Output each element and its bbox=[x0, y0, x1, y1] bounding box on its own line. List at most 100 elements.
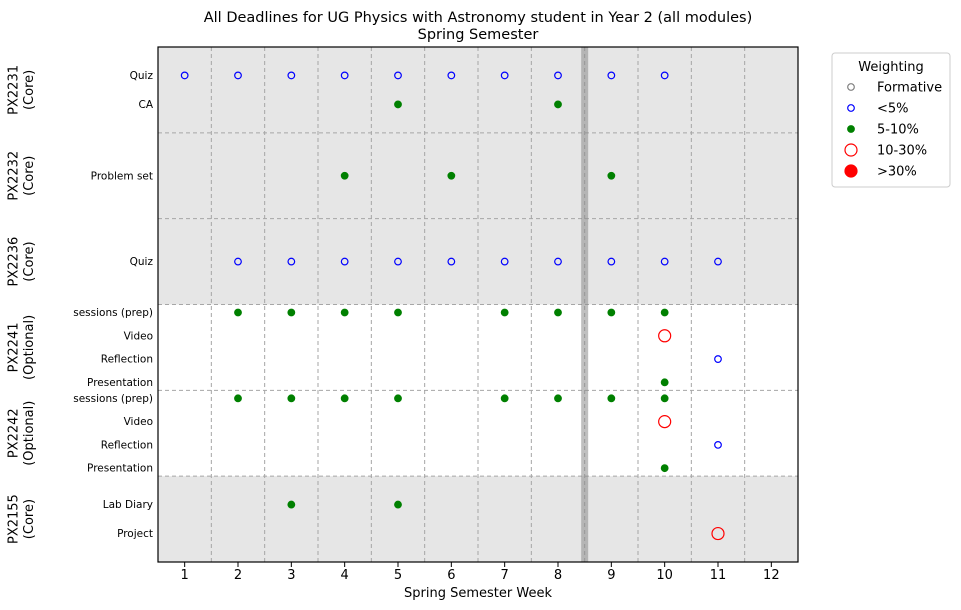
chart-title: All Deadlines for UG Physics with Astron… bbox=[204, 10, 753, 26]
x-tick-label: 5 bbox=[394, 568, 402, 583]
deadline-marker bbox=[554, 257, 562, 266]
deadline-marker bbox=[394, 308, 402, 317]
deadline-marker bbox=[394, 394, 402, 403]
assessment-label: Presentation bbox=[87, 463, 153, 475]
x-tick-label: 8 bbox=[554, 568, 562, 583]
module-label-px2236: PX2236(Core) bbox=[6, 237, 37, 287]
deadline-marker bbox=[660, 394, 669, 403]
deadline-markers bbox=[180, 71, 725, 541]
deadline-marker bbox=[714, 440, 722, 449]
x-tick-label: 1 bbox=[181, 568, 189, 583]
deadline-marker bbox=[340, 171, 349, 180]
assessment-label: Lab Diary bbox=[103, 499, 153, 511]
module-label-px2155: PX2155(Core) bbox=[6, 494, 37, 544]
deadline-marker bbox=[660, 257, 669, 266]
deadline-marker bbox=[607, 171, 616, 180]
legend-marker bbox=[847, 125, 855, 133]
deadline-marker bbox=[607, 394, 616, 403]
legend-entries: Formative <5% 5-10% 10-30% >30% bbox=[844, 81, 942, 180]
module-type: (Core) bbox=[22, 241, 37, 281]
module-type: (Optional) bbox=[22, 315, 37, 380]
x-tick-label: 6 bbox=[447, 568, 455, 583]
deadline-marker bbox=[287, 71, 296, 80]
x-tick-label: 3 bbox=[287, 568, 295, 583]
plot-frame bbox=[157, 46, 799, 563]
grid-lines bbox=[158, 47, 798, 562]
deadline-marker bbox=[447, 71, 456, 80]
legend-label: 10-30% bbox=[877, 144, 927, 159]
deadline-marker bbox=[554, 100, 562, 109]
legend-box bbox=[831, 52, 951, 188]
deadline-marker bbox=[340, 394, 349, 403]
assessment-label: Video bbox=[124, 330, 153, 342]
x-axis-ticks: 1 2 3 4 5 6 7 8 9 10 11 12 bbox=[181, 562, 780, 583]
deadline-marker bbox=[447, 257, 456, 266]
deadline-marker bbox=[234, 394, 242, 403]
legend-marker bbox=[847, 83, 855, 91]
deadline-marker bbox=[500, 257, 509, 266]
deadline-marker bbox=[660, 378, 669, 387]
deadline-marker bbox=[394, 500, 402, 509]
deadline-marker bbox=[340, 308, 349, 317]
legend-marker bbox=[844, 143, 858, 157]
deadline-marker bbox=[394, 100, 402, 109]
legend-marker bbox=[847, 104, 855, 112]
module-label-px2241: PX2241(Optional) bbox=[6, 315, 37, 380]
deadline-marker bbox=[447, 171, 456, 180]
x-axis-label: Spring Semester Week bbox=[404, 586, 552, 601]
x-tick-label: 9 bbox=[607, 568, 615, 583]
deadline-marker bbox=[234, 71, 242, 80]
module-code: PX2155 bbox=[6, 494, 21, 544]
legend-label: >30% bbox=[877, 165, 917, 180]
deadline-marker bbox=[234, 257, 242, 266]
deadline-marker bbox=[607, 71, 616, 80]
x-tick-label: 10 bbox=[656, 568, 673, 583]
module-code: PX2241 bbox=[6, 322, 21, 372]
deadline-marker bbox=[394, 71, 402, 80]
deadline-marker bbox=[287, 500, 296, 509]
assessment-label: Project bbox=[117, 528, 153, 540]
deadline-marker bbox=[287, 394, 296, 403]
module-code: PX2231 bbox=[6, 65, 21, 115]
deadline-marker bbox=[658, 329, 672, 343]
module-type: (Optional) bbox=[22, 401, 37, 466]
deadline-marker bbox=[607, 308, 616, 317]
deadline-marker bbox=[500, 71, 509, 80]
legend-label: 5-10% bbox=[877, 123, 919, 138]
deadline-marker bbox=[714, 355, 722, 363]
deadline-marker bbox=[500, 394, 509, 403]
x-tick-label: 11 bbox=[710, 568, 727, 583]
deadline-marker bbox=[340, 71, 349, 80]
assessment-label: Reflection bbox=[101, 354, 153, 366]
deadline-marker bbox=[660, 308, 669, 317]
x-tick-label: 7 bbox=[501, 568, 509, 583]
module-code: PX2232 bbox=[6, 151, 21, 201]
chart-subtitle: Spring Semester bbox=[418, 27, 539, 43]
module-code: PX2242 bbox=[6, 408, 21, 458]
module-code: PX2236 bbox=[6, 237, 21, 287]
assessment-label: Problem set bbox=[91, 170, 153, 182]
deadline-marker bbox=[500, 308, 509, 317]
deadline-marker bbox=[340, 257, 349, 266]
x-tick-label: 4 bbox=[341, 568, 349, 583]
x-tick-label: 12 bbox=[763, 568, 780, 583]
legend: Weighting Formative <5% 5-10% 10-30% >30% bbox=[831, 52, 951, 188]
module-type: (Core) bbox=[22, 499, 37, 539]
deadline-marker bbox=[287, 257, 296, 266]
deadline-marker bbox=[554, 394, 562, 403]
assessment-label: sessions (prep) bbox=[73, 393, 153, 405]
module-label-px2231: PX2231(Core) bbox=[6, 65, 37, 115]
deadline-marker bbox=[234, 308, 242, 317]
deadline-marker bbox=[554, 308, 562, 317]
deadline-marker bbox=[180, 71, 189, 80]
deadline-marker bbox=[660, 464, 669, 473]
assessment-label: Video bbox=[124, 416, 153, 428]
x-tick-label: 2 bbox=[234, 568, 242, 583]
legend-marker bbox=[844, 164, 858, 178]
legend-title: Weighting bbox=[858, 60, 923, 75]
module-label-px2232: PX2232(Core) bbox=[6, 151, 37, 201]
assessment-label: Quiz bbox=[130, 70, 154, 82]
module-label-px2242: PX2242(Optional) bbox=[6, 401, 37, 466]
